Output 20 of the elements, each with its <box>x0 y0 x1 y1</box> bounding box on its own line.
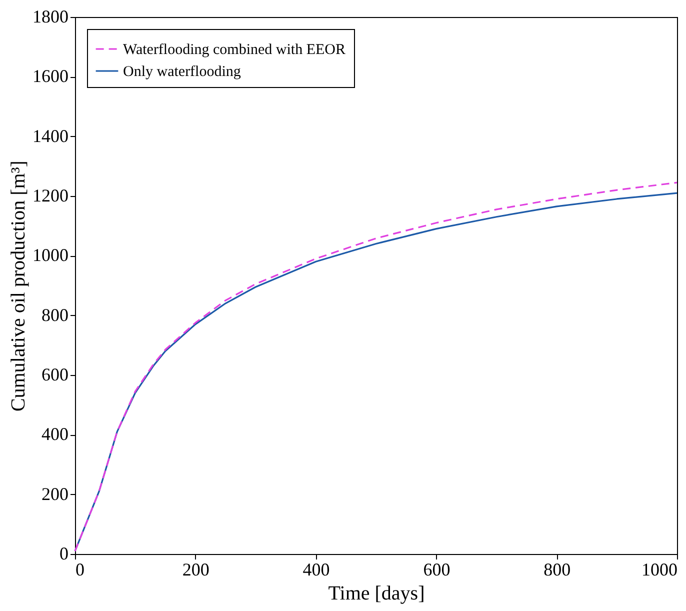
y-tick-label: 1200 <box>32 186 68 206</box>
y-tick-label: 1000 <box>32 245 68 266</box>
y-tick-label: 200 <box>42 484 68 504</box>
y-tick-label: 400 <box>42 424 68 444</box>
legend-label: Only waterflooding <box>123 64 242 80</box>
legend-label: Waterflooding combined with EEOR <box>123 42 346 58</box>
y-tick-label: 1600 <box>32 66 68 86</box>
y-tick-label: 600 <box>42 364 68 384</box>
x-tick-label: 800 <box>544 560 571 580</box>
x-tick-label: 0 <box>76 560 84 580</box>
y-tick-label: 1400 <box>32 126 68 146</box>
y-tick-label: 800 <box>42 304 68 325</box>
x-tick-label: 200 <box>182 560 210 580</box>
x-tick-label: 400 <box>302 560 330 580</box>
y-tick-label: 1800 <box>32 6 68 26</box>
x-axis-title: Time [days] <box>328 582 425 604</box>
y-axis-title: Cumulative oil production [m³] <box>8 160 30 412</box>
x-tick-label: 1000 <box>642 560 678 580</box>
x-tick-label: 600 <box>423 560 450 580</box>
y-tick-label: 0 <box>60 544 68 564</box>
